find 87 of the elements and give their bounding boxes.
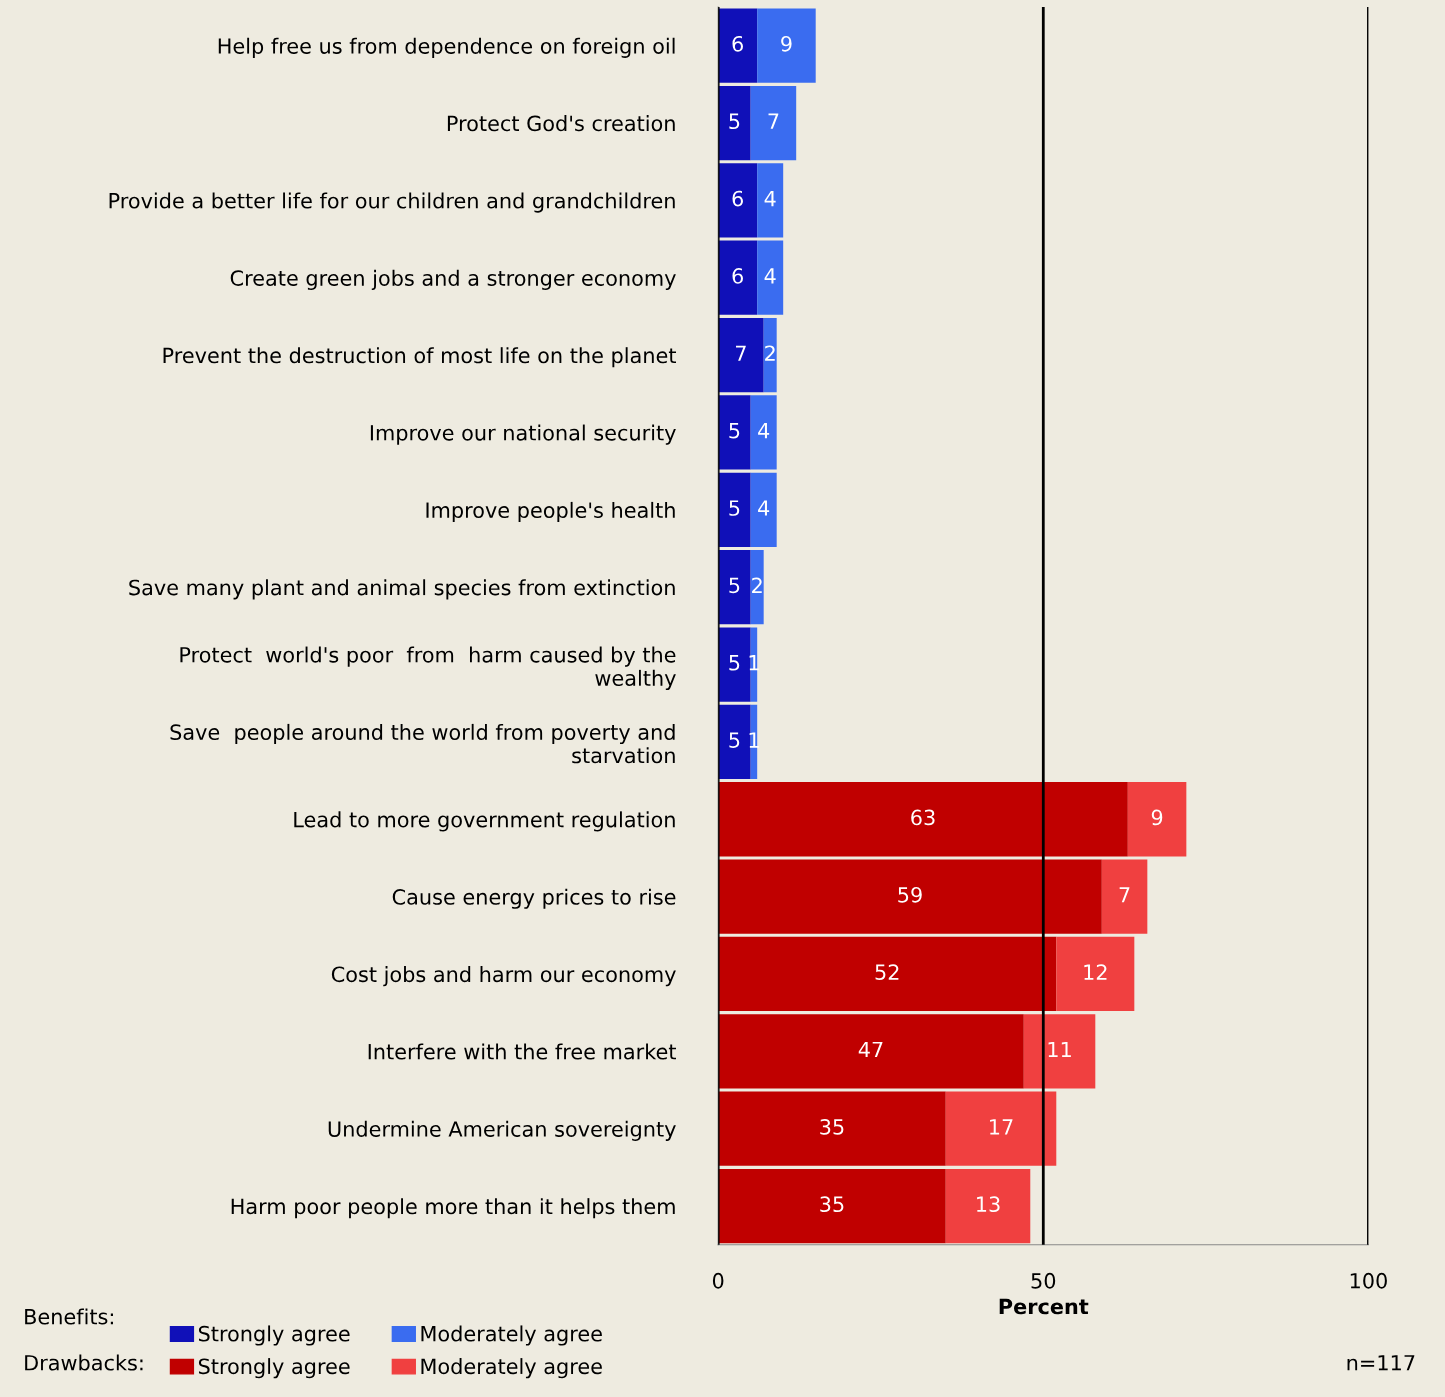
- data-label: 6: [732, 190, 743, 207]
- x-tick-label: 100: [1350, 1272, 1387, 1289]
- data-label: 17: [990, 1119, 1013, 1135]
- text: Benefits:: [25, 1308, 113, 1325]
- data-label: 2: [765, 345, 775, 361]
- y-tick-label: Improve our national security: [370, 424, 676, 445]
- bar: [718, 627, 751, 702]
- data-label: 4: [758, 423, 770, 439]
- bar: [718, 550, 751, 625]
- data-label: 7: [736, 345, 746, 361]
- data-label: 9: [781, 35, 792, 52]
- y-tick-label: Create green jobs and a stronger economy: [230, 269, 676, 290]
- bar: [718, 240, 758, 315]
- bar: [718, 163, 758, 238]
- bar: [1101, 859, 1148, 934]
- y-tick-label: Interfere with the free market: [368, 1043, 677, 1060]
- bar: [718, 317, 764, 393]
- x-axis-title: Percent: [999, 1298, 1089, 1315]
- bar: [750, 85, 797, 161]
- bar: [757, 163, 784, 238]
- bar: [718, 704, 751, 780]
- data-label: 52: [875, 964, 899, 981]
- data-label: 4: [764, 190, 776, 207]
- data-label: 4: [764, 268, 776, 284]
- data-label: 6: [732, 35, 743, 52]
- bar: [718, 859, 1102, 934]
- bar: [718, 782, 1128, 857]
- legend-label: Strongly agree: [198, 1358, 350, 1379]
- bar: [945, 1168, 1031, 1244]
- bar: [1127, 782, 1187, 857]
- data-label: 9: [1151, 809, 1163, 826]
- y-tick-label: Protect God's creation: [447, 115, 675, 132]
- data-label: 4: [758, 500, 770, 516]
- bar: [718, 472, 751, 547]
- bar: [718, 1014, 1024, 1089]
- data-label: 35: [820, 1118, 844, 1135]
- x-tick-label: 0: [712, 1272, 724, 1289]
- y-tick-label: Prevent the destruction of most life on the planet: [163, 347, 677, 368]
- bar: [757, 240, 784, 315]
- data-label: 35: [820, 1196, 844, 1213]
- y-tick-label: Save people around the world from poverty and starvation: [170, 723, 675, 764]
- y-tick-label: Cost jobs and harm our economy: [331, 966, 676, 987]
- bar: [718, 936, 1057, 1012]
- bar: [718, 8, 758, 83]
- y-tick-label: Provide a better life for our children and grandchildren: [109, 192, 675, 213]
- data-label: 5: [729, 113, 740, 130]
- data-label: 5: [729, 577, 740, 594]
- data-label: 5: [729, 732, 740, 748]
- bar: [757, 8, 816, 83]
- bar: [763, 317, 777, 393]
- data-label: 2: [752, 577, 762, 593]
- data-label: 5: [729, 500, 740, 516]
- y-tick-label: Improve people's health: [426, 501, 675, 523]
- data-label: 7: [768, 113, 779, 129]
- data-label: 5: [729, 423, 740, 439]
- data-label: 63: [911, 809, 935, 826]
- y-tick-label: Lead to more government regulation: [294, 811, 675, 832]
- legend-label: Moderately agree: [421, 1358, 602, 1379]
- bar: [718, 395, 751, 470]
- y-tick-label: Harm poor people more than it helps them: [231, 1198, 675, 1219]
- bar: [1023, 1014, 1096, 1089]
- y-tick-label: Cause energy prices to rise: [392, 888, 676, 909]
- data-label: 5: [729, 655, 740, 671]
- data-label: 6: [732, 268, 743, 284]
- data-label: 47: [858, 1041, 883, 1058]
- text: Drawbacks:: [25, 1354, 143, 1371]
- bar: [750, 472, 777, 547]
- y-tick-label: Undermine American sovereignty: [328, 1120, 676, 1141]
- x-tick-label: 50: [1031, 1272, 1056, 1289]
- data-label: 13: [977, 1196, 1000, 1213]
- data-label: 11: [1048, 1041, 1071, 1058]
- data-label: 59: [898, 886, 922, 903]
- bar: [1056, 936, 1135, 1012]
- y-tick-label: Protect world's poor from harm caused by the wealthy: [180, 646, 676, 691]
- data-label: 7: [1119, 887, 1130, 903]
- bar: [750, 395, 777, 470]
- bar: [718, 1091, 946, 1166]
- y-tick-label: Save many plant and animal species from extinction: [129, 579, 675, 600]
- bar: [718, 1168, 946, 1244]
- y-tick-label: Help free us from dependence on foreign oil: [218, 37, 675, 58]
- legend-label: Moderately agree: [421, 1325, 602, 1346]
- bar: [750, 550, 764, 625]
- legend-label: Strongly agree: [198, 1325, 350, 1346]
- data-label: 12: [1084, 964, 1107, 980]
- bar: [945, 1091, 1057, 1166]
- bar: [718, 85, 751, 161]
- text: n=117: [1347, 1355, 1415, 1371]
